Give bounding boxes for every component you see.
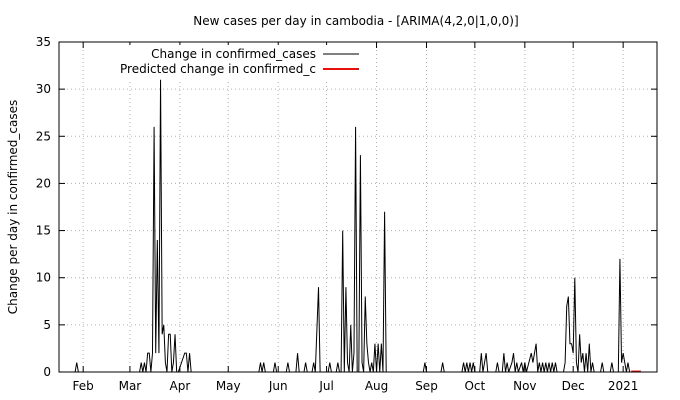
x-tick-label: Mar: [119, 379, 142, 393]
y-tick-label: 20: [36, 176, 51, 190]
chart-title: New cases per day in cambodia - [ARIMA(4…: [193, 14, 518, 28]
x-tick-label: Nov: [513, 379, 536, 393]
y-tick-label: 0: [43, 365, 51, 379]
x-tick-label: Jun: [268, 379, 288, 393]
x-tick-label: Aug: [365, 379, 388, 393]
x-tick-label: Sep: [415, 379, 438, 393]
legend: Change in confirmed_cases Predicted chan…: [100, 45, 365, 79]
x-tick-label: Dec: [562, 379, 585, 393]
y-axis-label: Change per day in confirmed_cases: [6, 100, 20, 315]
y-tick-label: 35: [36, 35, 51, 49]
x-tick-label: Feb: [73, 379, 94, 393]
legend-background: [100, 45, 365, 79]
legend-label-change: Change in confirmed_cases: [151, 47, 316, 61]
y-tick-label: 10: [36, 271, 51, 285]
axes: 0 5 10 15 20 25 30 35 Feb Mar Apr May Jun Jul Aug Sep Oc…: [36, 35, 657, 393]
plot-frame: [58, 41, 658, 373]
x-tick-label: May: [216, 379, 241, 393]
y-tick-label: 30: [36, 82, 51, 96]
series-line-change: [74, 79, 631, 373]
series-lines: [74, 79, 641, 373]
grid-lines: [59, 42, 657, 372]
y-tick-label: 25: [36, 129, 51, 143]
x-tick-label: Apr: [170, 379, 191, 393]
x-tick-label: 2021: [608, 379, 639, 393]
y-tick-label: 5: [43, 318, 51, 332]
x-tick-label: Oct: [464, 379, 485, 393]
x-tick-label: Jul: [318, 379, 333, 393]
legend-label-predicted: Predicted change in confirmed_c: [120, 62, 316, 76]
y-tick-label: 15: [36, 224, 51, 238]
